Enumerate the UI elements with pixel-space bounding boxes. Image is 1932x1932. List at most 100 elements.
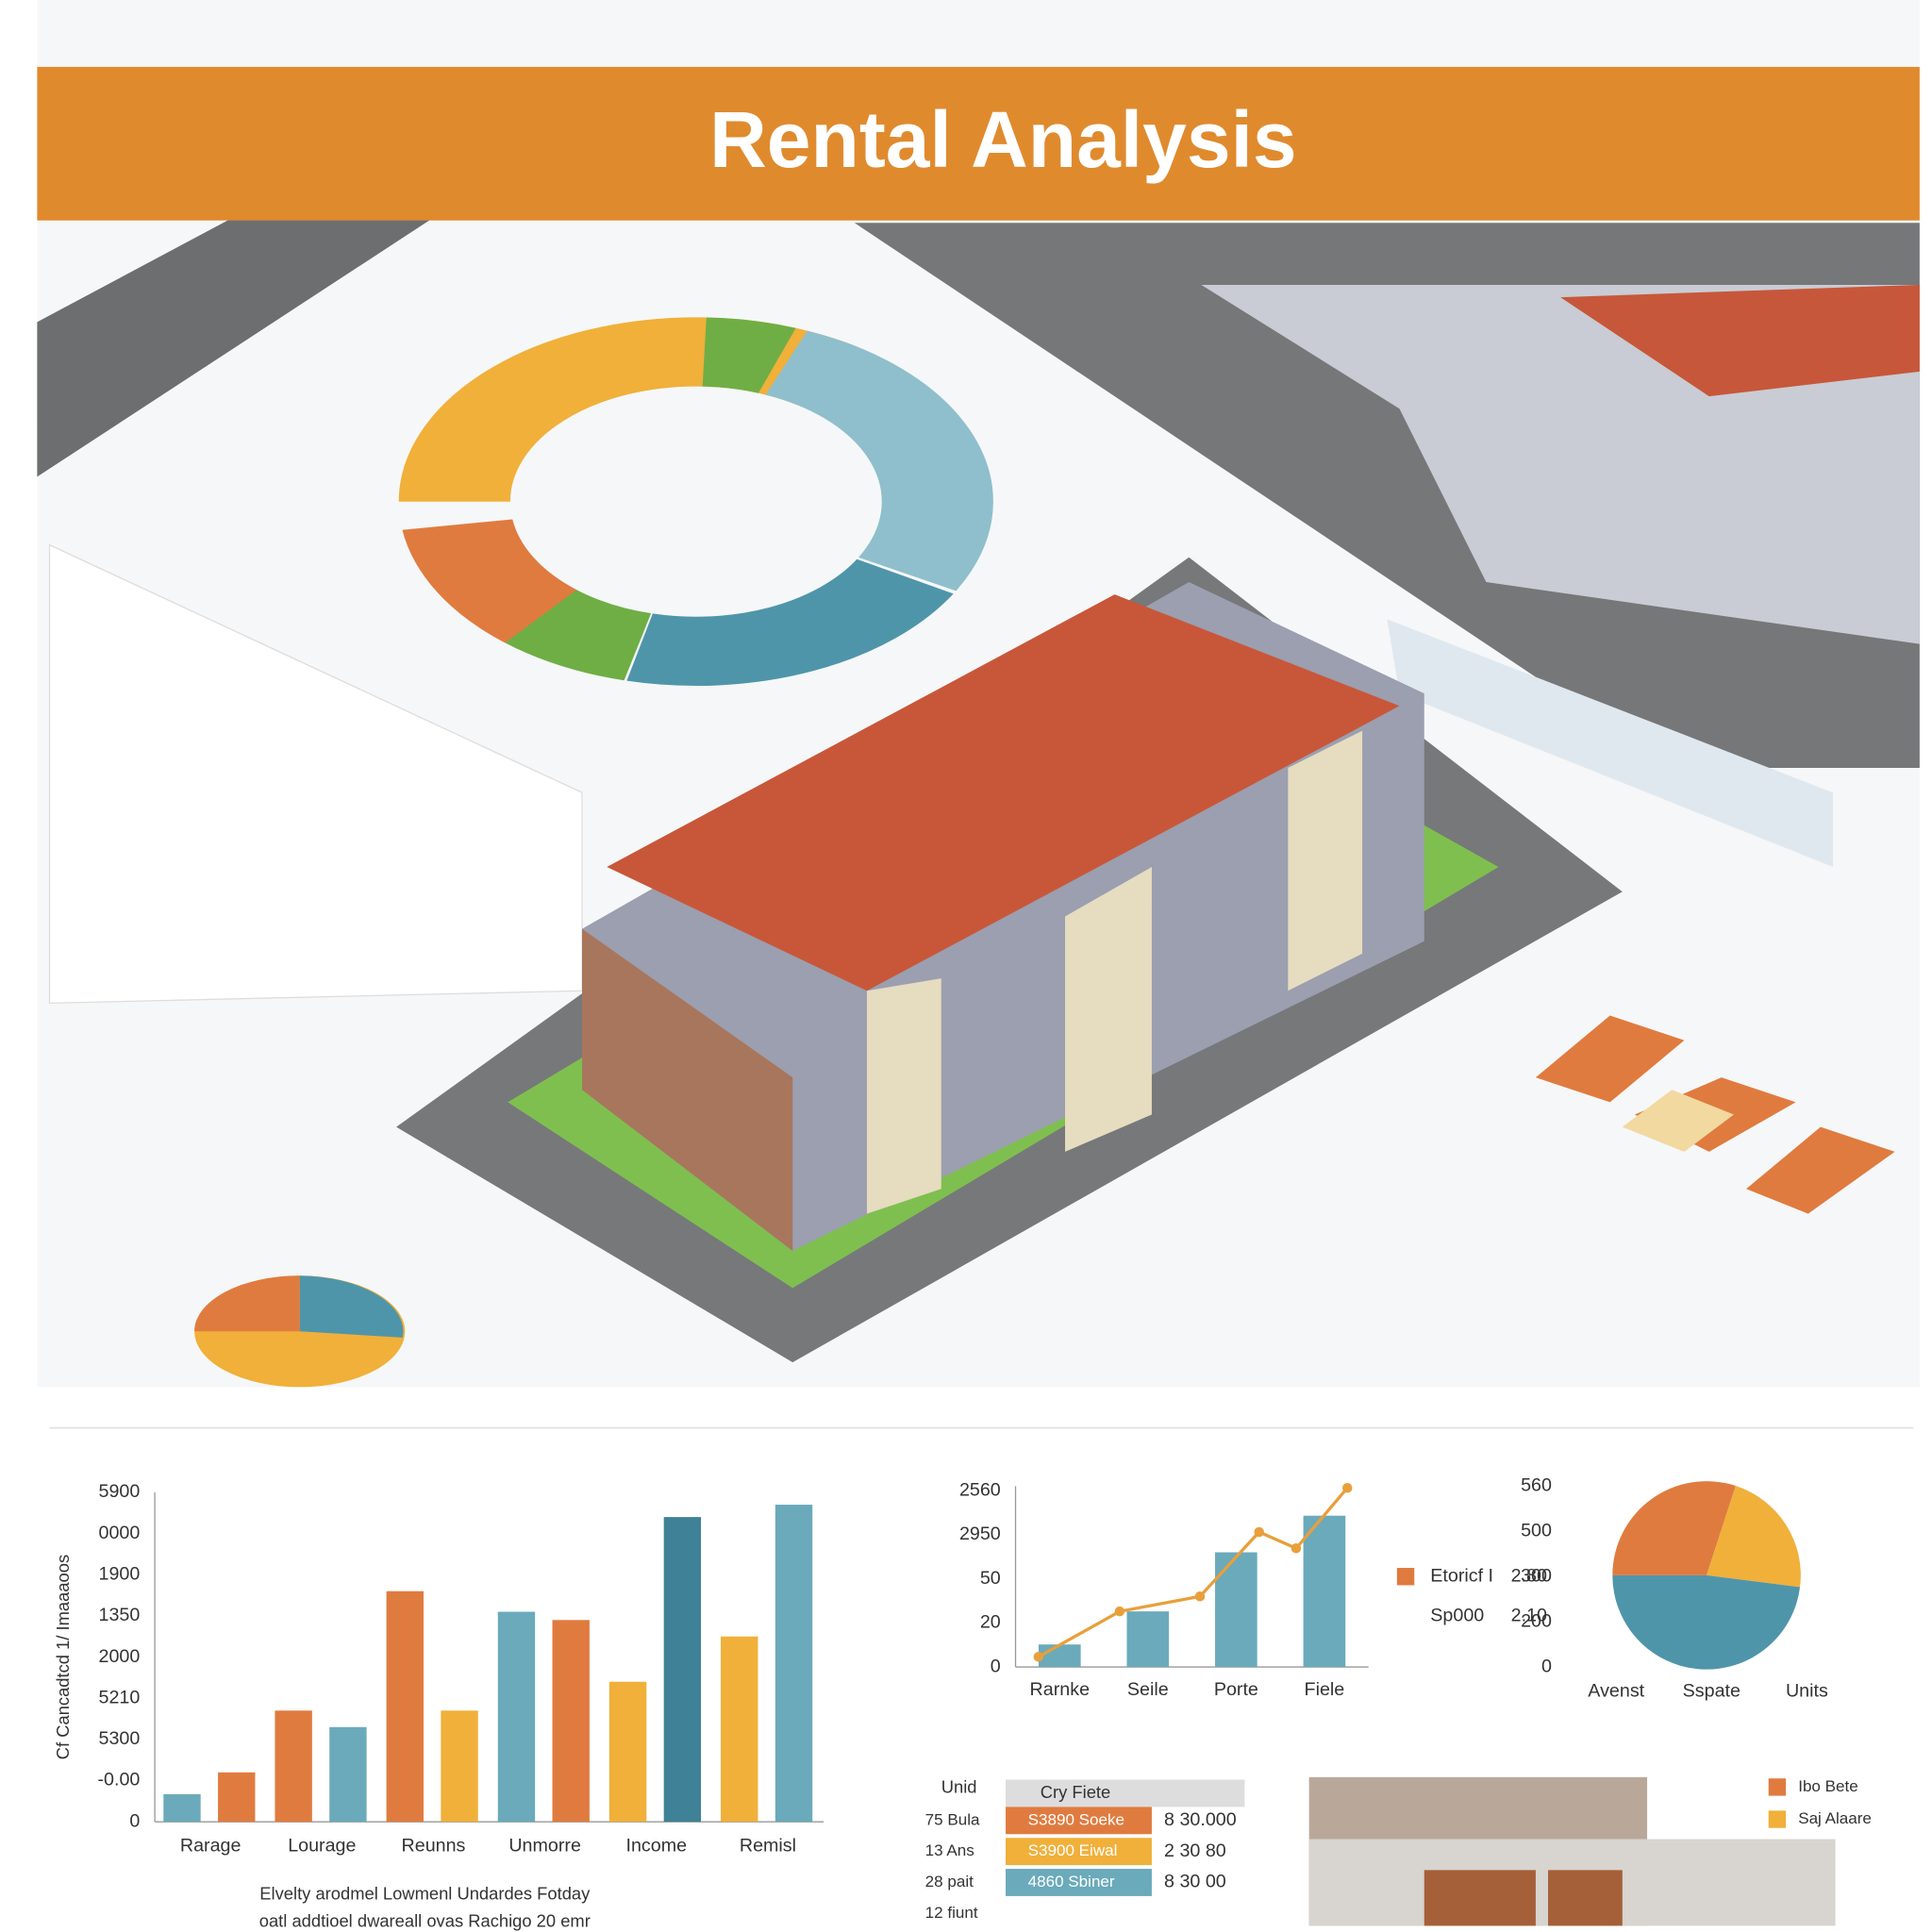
y-tick-label: 0 xyxy=(129,1810,140,1831)
bar xyxy=(329,1726,367,1823)
y-tick-label: 5300 xyxy=(99,1728,141,1749)
legend-label: Ibo Bete xyxy=(1798,1777,1858,1795)
bar xyxy=(552,1620,590,1823)
legend-label: Etoricf I xyxy=(1430,1565,1493,1586)
row-bar-label: S3890 Soeke xyxy=(1028,1810,1124,1828)
table-header-bg xyxy=(1006,1779,1245,1807)
line xyxy=(1038,1487,1349,1658)
building-side xyxy=(582,928,793,1251)
x-tick-label: Units xyxy=(1786,1681,1828,1702)
row-value: 8 30 00 xyxy=(1164,1872,1226,1892)
y-tick-label: 300 xyxy=(1521,1565,1552,1586)
row-label: 13 Ans xyxy=(925,1841,974,1859)
y-tick-label: -0.00 xyxy=(97,1770,140,1790)
mini-bars xyxy=(1535,1015,1895,1214)
line-point xyxy=(1194,1591,1206,1602)
illustration xyxy=(37,0,1920,1388)
bar xyxy=(218,1772,256,1823)
legend-label: Saj Alaare xyxy=(1798,1809,1872,1827)
y-tick-label: 2950 xyxy=(959,1524,1001,1544)
row-label: 28 pait xyxy=(925,1873,974,1890)
table-header: Unid xyxy=(941,1777,977,1797)
row-value: 8 30.000 xyxy=(1164,1809,1237,1830)
bar xyxy=(774,1505,813,1823)
y-tick-label: 1350 xyxy=(99,1605,141,1625)
line-point xyxy=(1114,1606,1125,1617)
bar xyxy=(1038,1644,1081,1668)
table-header: Cry Fiete xyxy=(1041,1782,1110,1802)
bar xyxy=(1126,1611,1170,1668)
bar xyxy=(721,1636,758,1823)
roof xyxy=(1560,284,1920,397)
x-tick-label: Rarnke xyxy=(1030,1679,1091,1700)
pie-slice xyxy=(1612,1481,1736,1575)
legend-swatch xyxy=(1768,1778,1787,1796)
y-tick-label: 560 xyxy=(1521,1475,1552,1496)
bar xyxy=(497,1611,536,1823)
row-bar xyxy=(1006,1838,1152,1866)
x-tick-label: Seile xyxy=(1127,1679,1169,1700)
y-tick-label: 0000 xyxy=(99,1523,141,1543)
y-tick-label: 2560 xyxy=(959,1479,1001,1500)
caption: oatl addtioel dwareall ovas Rachigo 20 e… xyxy=(259,1910,591,1930)
x-tick-label: Reunns xyxy=(402,1836,466,1857)
y-tick-label: 50 xyxy=(980,1568,1001,1589)
bar xyxy=(163,1793,201,1823)
plaza xyxy=(1387,619,1833,867)
title-banner xyxy=(37,66,1920,221)
bar xyxy=(663,1517,702,1823)
bar xyxy=(386,1591,424,1823)
roof xyxy=(607,594,1400,991)
bar xyxy=(608,1681,647,1823)
y-tick-label: 2000 xyxy=(99,1646,141,1667)
x-tick-label: Income xyxy=(626,1836,688,1857)
line-point xyxy=(1254,1526,1264,1538)
mini-pie xyxy=(299,1275,404,1338)
row-bar xyxy=(1006,1807,1152,1835)
donut xyxy=(398,317,993,687)
donut-seg xyxy=(398,317,993,687)
y-tick-label: 0 xyxy=(1541,1656,1552,1676)
caption: Elvelty arodmel Lowmenl Undardes Fotday xyxy=(259,1883,591,1903)
row-label: 12 fiunt xyxy=(925,1904,978,1922)
line-point xyxy=(1341,1483,1353,1493)
x-tick-label: Porte xyxy=(1214,1679,1258,1700)
row-bar-label: S3900 Eiwal xyxy=(1028,1841,1118,1859)
x-tick-label: Fiele xyxy=(1305,1679,1345,1700)
facade xyxy=(1288,730,1363,991)
facade xyxy=(866,978,941,1214)
row-value: 2 30 80 xyxy=(1164,1840,1226,1861)
x-tick-label: Avenst xyxy=(1588,1681,1644,1702)
y-tick-label: 1900 xyxy=(99,1563,141,1584)
x-tick-label: Rarage xyxy=(180,1836,242,1857)
y-axis-label: Cf Cancadtcd 1/ Imaaaoos xyxy=(53,1555,73,1759)
photo xyxy=(1308,1776,1836,1926)
legend-swatch xyxy=(1768,1810,1787,1828)
mini-pie xyxy=(194,1275,300,1332)
legend-note: 2.10 xyxy=(1511,1605,1547,1625)
x-tick-label: Remisl xyxy=(740,1836,796,1857)
y-tick-label: 200 xyxy=(1521,1610,1552,1631)
x-tick-label: Lourage xyxy=(288,1836,356,1857)
line-point xyxy=(1033,1652,1044,1662)
row-label: 75 Bula xyxy=(925,1810,980,1828)
line-point xyxy=(1291,1543,1302,1554)
legend-label: Sp000 xyxy=(1430,1605,1484,1625)
y-tick-label: 5210 xyxy=(99,1687,141,1707)
row-bar-label: 4860 Sbiner xyxy=(1028,1873,1115,1890)
donut-seg xyxy=(398,317,993,687)
y-tick-label: 0 xyxy=(991,1656,1001,1676)
y-tick-label: 500 xyxy=(1521,1521,1552,1541)
row-bar xyxy=(1006,1869,1152,1896)
bar xyxy=(1303,1515,1346,1668)
facade xyxy=(1065,866,1152,1152)
y-tick-label: 20 xyxy=(980,1612,1001,1633)
legend-swatch xyxy=(1396,1568,1415,1586)
x-tick-label: Unmorre xyxy=(508,1836,581,1857)
bar xyxy=(275,1710,312,1823)
bar xyxy=(1215,1552,1257,1668)
y-tick-label: 5900 xyxy=(99,1481,141,1502)
pie-slice xyxy=(1612,1574,1801,1670)
